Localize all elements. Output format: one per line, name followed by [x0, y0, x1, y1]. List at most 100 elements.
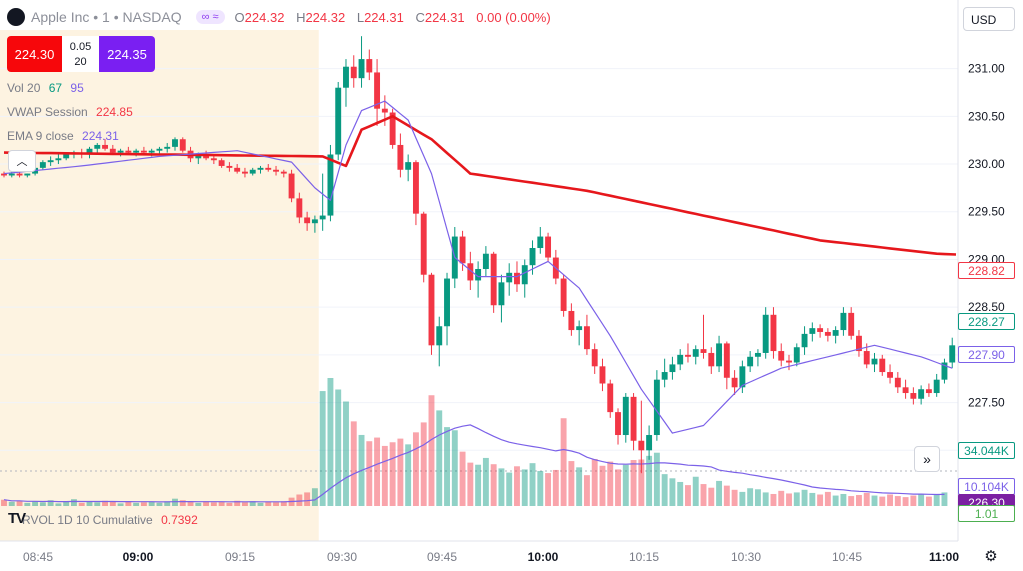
volume-bar — [304, 492, 311, 506]
volume-bar — [653, 452, 660, 506]
premarket-shading — [0, 30, 319, 541]
volume-bar — [374, 437, 381, 506]
volume-bar — [817, 494, 824, 506]
volume-bar — [397, 438, 404, 506]
volume-bar — [234, 500, 241, 506]
candle — [894, 372, 901, 394]
time-tick-label: 11:00 — [929, 550, 959, 564]
volume-bar — [218, 501, 225, 506]
volume-bar — [685, 485, 691, 506]
legend-rvol-value: 0.7392 — [161, 513, 198, 527]
price-tag: 34.044K — [958, 442, 1015, 459]
settings-gear-icon[interactable]: ⚙ — [984, 548, 998, 565]
time-axis[interactable]: 08:45 09:00 09:15 09:30 09:45 10:00 10:15 10:30… — [0, 540, 959, 564]
candle — [747, 351, 754, 373]
volume-bar — [226, 502, 233, 506]
volume-bar — [133, 502, 140, 506]
candle — [55, 154, 62, 165]
legend-volume-label: Vol 20 — [7, 81, 41, 95]
candle — [716, 335, 723, 373]
time-tick-label: 09:30 — [327, 550, 357, 564]
price-tick-label: 231.00 — [968, 62, 1005, 76]
legend-ema[interactable]: EMA 9 close 224.31 — [7, 129, 124, 143]
volume-bar — [700, 484, 707, 506]
candle — [234, 164, 241, 174]
candles — [1, 36, 956, 474]
currency-selector[interactable]: USD — [963, 7, 1015, 31]
volume-bar — [156, 502, 163, 506]
price-tag: 227.90 — [958, 346, 1015, 363]
sell-button[interactable]: 224.30 — [7, 36, 62, 72]
volume-bar — [459, 451, 466, 506]
candle — [397, 133, 404, 178]
spread-value: 0.05 — [69, 40, 92, 53]
buy-button[interactable]: 224.35 — [99, 36, 155, 72]
volume-bar — [389, 442, 396, 506]
candle — [560, 274, 567, 317]
candle — [576, 320, 583, 346]
change-value: 0.00 (0.00%) — [476, 9, 551, 25]
volume-bar — [894, 496, 901, 506]
legend-vwap[interactable]: VWAP Session 224.85 — [7, 105, 138, 119]
volume-bar — [591, 458, 598, 506]
volume-bar — [708, 487, 715, 506]
volume-bar — [887, 494, 894, 506]
infinity-icon: ∞ — [201, 11, 210, 23]
candle — [319, 173, 326, 231]
candle — [848, 307, 855, 340]
candle — [871, 352, 878, 373]
volume-bar — [521, 469, 528, 506]
candle — [366, 49, 373, 81]
volume-bar — [280, 501, 287, 506]
volume-bar — [731, 489, 738, 506]
volume-bar — [102, 500, 108, 506]
open-key: O — [234, 9, 245, 25]
candle — [840, 307, 847, 336]
price-tag: 228.27 — [958, 313, 1015, 330]
volume-bar — [832, 495, 839, 506]
volume-bar — [16, 500, 23, 506]
volume-bar — [148, 501, 155, 506]
volume-bar — [47, 500, 54, 506]
volume-ma-line — [3, 424, 945, 503]
candle — [327, 144, 334, 222]
candle — [832, 326, 839, 344]
volume-bar — [801, 489, 808, 506]
time-tick-label: 08:45 — [23, 550, 53, 564]
low-key: L — [356, 9, 365, 25]
volume-bar — [568, 461, 575, 506]
quantity-value[interactable]: 20 — [74, 55, 87, 68]
volume-bar — [39, 502, 46, 506]
candle — [94, 143, 101, 153]
volume-bar — [615, 469, 621, 506]
symbol-title[interactable]: Apple Inc • 1 • NASDAQ — [31, 9, 182, 25]
legend-rvol[interactable]: RVOL 1D 10 Cumulative 0.7392 — [22, 513, 203, 527]
candle — [902, 379, 909, 399]
tradingview-logo: TV — [8, 510, 26, 527]
collapse-legend-button[interactable]: ︿ — [8, 150, 36, 172]
candle — [754, 349, 761, 367]
volume-bar — [824, 491, 831, 506]
candle — [506, 263, 513, 296]
legend-rvol-label: RVOL 1D 10 Cumulative — [22, 513, 153, 527]
volume-bar — [381, 445, 388, 506]
spread-qty[interactable]: 0.05 20 — [62, 36, 99, 72]
ema-line — [3, 100, 953, 434]
volume-bar — [576, 467, 583, 506]
volume-bar — [117, 503, 124, 506]
candle — [552, 249, 559, 285]
candle — [801, 326, 808, 355]
scroll-to-realtime-button[interactable]: » — [914, 446, 940, 472]
candle — [786, 354, 792, 371]
close-key: C — [415, 9, 425, 25]
candle — [949, 337, 956, 369]
legend-volume[interactable]: Vol 20 67 95 — [7, 81, 89, 95]
candle — [288, 169, 295, 203]
indicator-pill[interactable]: ∞ ≈ — [195, 10, 225, 24]
volume-bar — [529, 463, 536, 506]
candle — [809, 322, 816, 342]
wave-icon: ≈ — [212, 11, 219, 23]
time-tick-label: 10:15 — [629, 550, 659, 564]
